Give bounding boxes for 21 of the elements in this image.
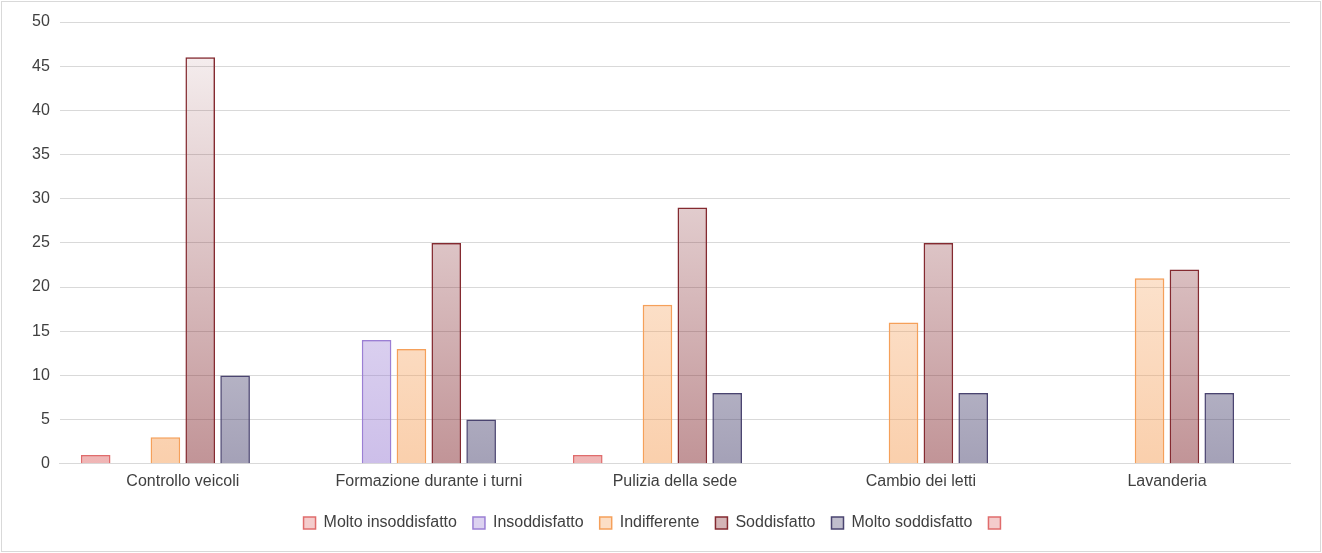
y-tick-label: 45	[32, 56, 50, 74]
legend-label: Insoddisfatto	[492, 513, 584, 531]
legend-label: Molto soddisfatto	[851, 513, 973, 531]
y-tick-label: 25	[32, 233, 50, 251]
x-tick-label: Controllo veicoli	[126, 471, 240, 489]
x-tick-label: Pulizia della sede	[612, 471, 738, 489]
y-tick-label: 35	[32, 144, 50, 162]
y-tick-label: 15	[32, 321, 50, 339]
legend-label: Indifferente	[619, 513, 700, 531]
y-tick-label: 50	[32, 12, 50, 30]
y-tick-label: 30	[32, 189, 50, 207]
y-tick-label: 40	[32, 100, 50, 118]
y-tick-label: 5	[40, 410, 50, 428]
x-tick-label: Cambio dei letti	[865, 471, 977, 489]
legend-label: Molto insoddisfatto	[323, 513, 458, 531]
x-tick-label: Lavanderia	[1127, 471, 1207, 489]
legend-label: Soddisfatto	[735, 513, 816, 531]
y-tick-label: 0	[40, 454, 50, 472]
y-tick-label: 10	[32, 365, 50, 383]
x-tick-label: Formazione durante i turni	[335, 471, 523, 489]
y-tick-label: 20	[32, 277, 50, 295]
